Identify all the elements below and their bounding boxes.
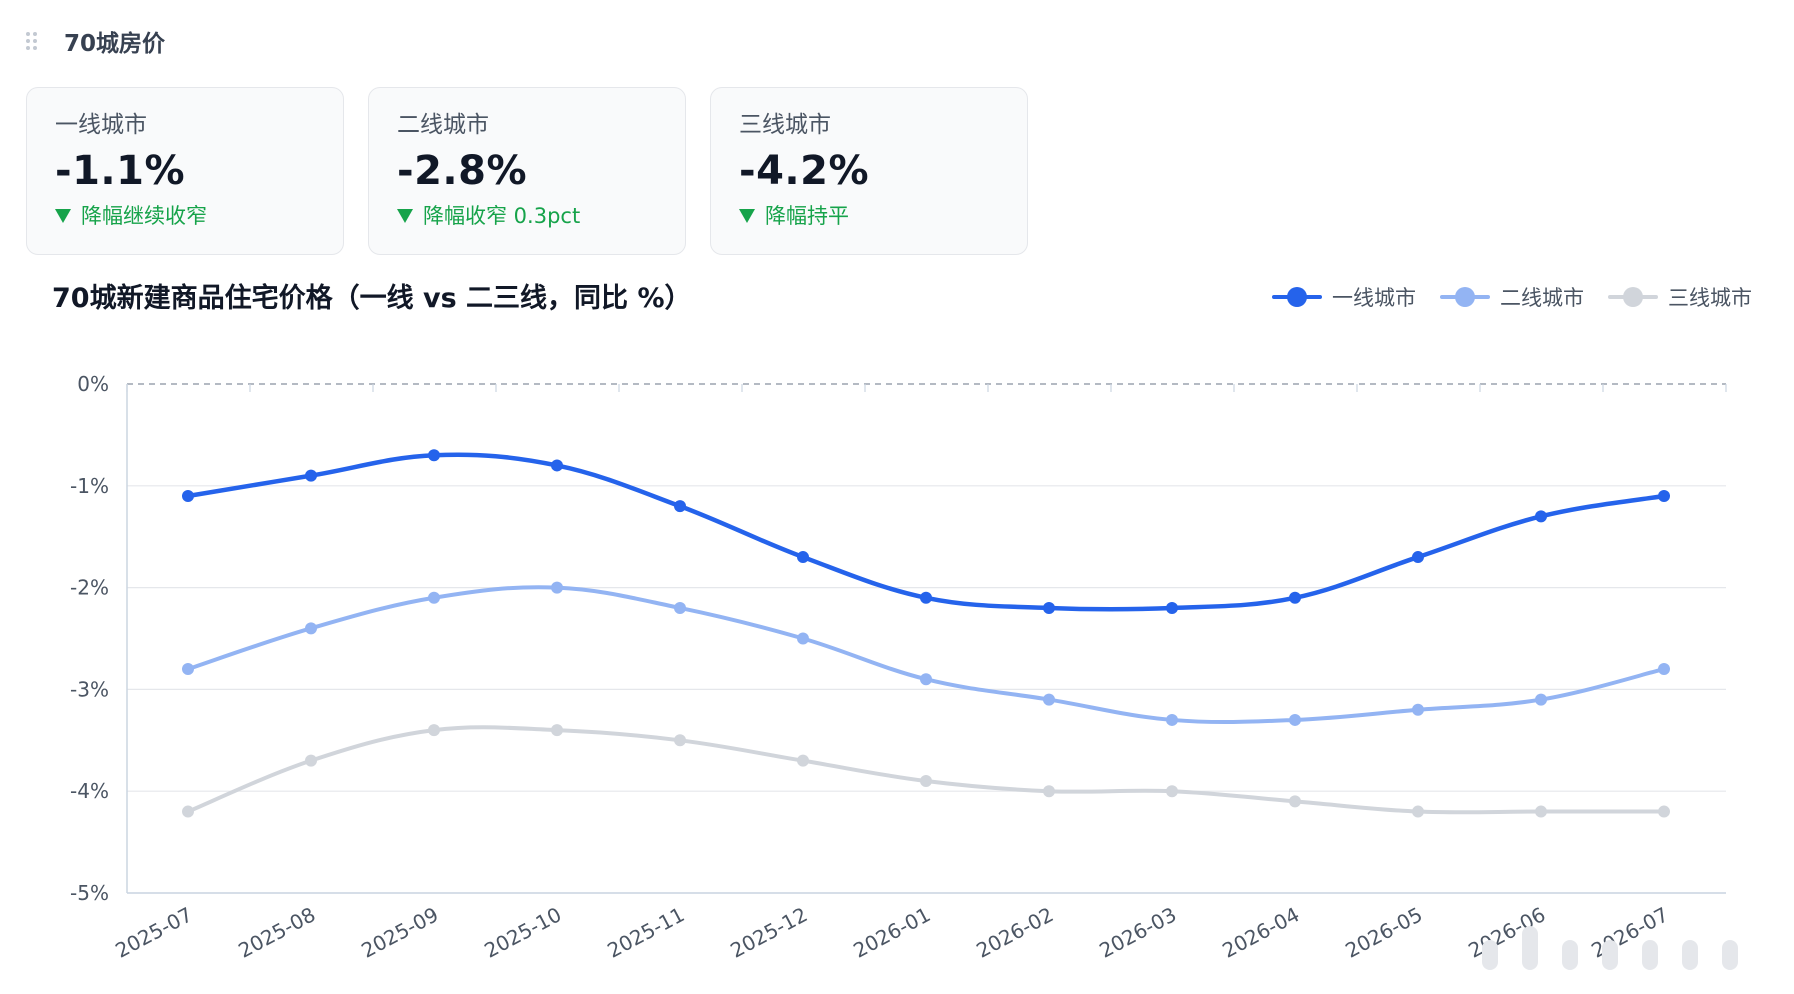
data-point[interactable] [1289, 713, 1301, 726]
x-tick-label: 2025-11 [603, 902, 688, 962]
data-point[interactable] [1289, 591, 1301, 604]
legend-label: 一线城市 [1332, 286, 1416, 310]
down-triangle-icon [739, 209, 755, 223]
data-point[interactable] [920, 775, 932, 788]
y-tick-label: -1% [70, 474, 109, 498]
data-point[interactable] [305, 469, 317, 482]
y-tick-label: -2% [70, 576, 109, 600]
kpi-card-tier2: 二线城市 -2.8% 降幅收窄 0.3pct [368, 87, 686, 255]
line-chart: 0% -1% -2% -3% -4% -5%2025-07 2025-08 2025-09 20… [70, 372, 1727, 963]
data-point[interactable] [1412, 551, 1424, 564]
kpi-note-text: 降幅持平 [765, 204, 849, 228]
data-point[interactable] [1658, 489, 1670, 502]
kpi-value: -2.8% [397, 148, 528, 194]
down-triangle-icon [55, 209, 71, 223]
data-point[interactable] [1043, 693, 1055, 706]
y-tick-label: -5% [70, 881, 109, 905]
kpi-value: -1.1% [55, 148, 186, 194]
drag-handle-icon[interactable] [26, 30, 40, 52]
data-point[interactable] [428, 724, 440, 737]
series-line [186, 585, 1666, 725]
x-tick-label: 2026-05 [1341, 902, 1426, 962]
data-point[interactable] [428, 591, 440, 604]
data-point[interactable] [1289, 795, 1301, 808]
x-tick-label: 2026-03 [1095, 902, 1180, 962]
kpi-card-tier3: 三线城市 -4.2% 降幅持平 [710, 87, 1028, 255]
data-point[interactable] [1535, 510, 1547, 523]
data-point[interactable] [797, 551, 809, 564]
data-point[interactable] [305, 622, 317, 635]
legend-item-tier1[interactable]: 一线城市 [1272, 282, 1416, 312]
data-point[interactable] [1166, 785, 1178, 798]
data-point[interactable] [1658, 805, 1670, 818]
section-header: 70城房价 [26, 20, 165, 62]
y-tick-label: -4% [70, 779, 109, 803]
legend-line-dot-icon [1440, 287, 1490, 307]
x-tick-label: 2025-09 [357, 902, 442, 962]
data-point[interactable] [1535, 693, 1547, 706]
kpi-label: 一线城市 [55, 112, 147, 138]
data-point[interactable] [674, 734, 686, 747]
kpi-value: -4.2% [739, 148, 870, 194]
kpi-label: 二线城市 [397, 112, 489, 138]
x-tick-label: 2026-01 [849, 902, 934, 962]
data-point[interactable] [182, 663, 194, 676]
x-tick-label: 2025-10 [480, 902, 565, 962]
data-point[interactable] [674, 601, 686, 614]
series-line [185, 452, 1667, 612]
kpi-label: 三线城市 [739, 112, 831, 138]
data-point[interactable] [674, 500, 686, 513]
kpi-card-tier1: 一线城市 -1.1% 降幅继续收窄 [26, 87, 344, 255]
data-point[interactable] [920, 673, 932, 686]
data-point[interactable] [797, 632, 809, 645]
data-point[interactable] [182, 805, 194, 818]
data-point[interactable] [1412, 805, 1424, 818]
data-point[interactable] [1166, 713, 1178, 726]
data-point[interactable] [551, 459, 563, 472]
section-title: 70城房价 [64, 31, 166, 57]
x-tick-label: 2026-02 [972, 902, 1057, 962]
x-tick-label: 2025-07 [111, 902, 196, 962]
y-tick-label: -3% [70, 677, 109, 701]
x-tick-label: 2025-08 [234, 902, 319, 962]
data-point[interactable] [305, 754, 317, 767]
down-triangle-icon [397, 209, 413, 223]
kpi-note-text: 降幅收窄 0.3pct [423, 204, 581, 228]
data-point[interactable] [1412, 703, 1424, 716]
x-tick-label: 2025-12 [726, 902, 811, 962]
data-point[interactable] [1535, 805, 1547, 818]
legend-label: 三线城市 [1668, 286, 1752, 310]
legend-line-dot-icon [1272, 287, 1322, 307]
legend-item-tier3[interactable]: 三线城市 [1608, 282, 1752, 312]
data-point[interactable] [1043, 601, 1055, 614]
data-point[interactable] [182, 489, 194, 502]
kpi-note: 降幅持平 [739, 202, 999, 230]
legend-line-dot-icon [1608, 287, 1658, 307]
kpi-note: 降幅收窄 0.3pct [397, 202, 657, 230]
watermark-logo [1462, 918, 1762, 976]
data-point[interactable] [797, 754, 809, 767]
legend-item-tier2[interactable]: 二线城市 [1440, 282, 1584, 312]
kpi-cards: 一线城市 -1.1% 降幅继续收窄 二线城市 -2.8% 降幅收窄 0.3pct… [26, 87, 1028, 255]
chart-legend: 一线城市 二线城市 三线城市 [1272, 282, 1752, 312]
kpi-note: 降幅继续收窄 [55, 202, 315, 230]
series-line [186, 725, 1666, 815]
data-point[interactable] [551, 581, 563, 594]
chart-title: 70城新建商品住宅价格（一线 vs 二三线，同比 %） [52, 283, 692, 314]
data-point[interactable] [428, 449, 440, 462]
kpi-note-text: 降幅继续收窄 [81, 204, 207, 228]
data-point[interactable] [920, 591, 932, 604]
data-point[interactable] [551, 724, 563, 737]
legend-label: 二线城市 [1500, 286, 1584, 310]
x-tick-label: 2026-04 [1218, 902, 1303, 962]
data-point[interactable] [1166, 601, 1178, 614]
y-tick-label: 0% [77, 372, 109, 396]
data-point[interactable] [1043, 785, 1055, 798]
data-point[interactable] [1658, 663, 1670, 676]
